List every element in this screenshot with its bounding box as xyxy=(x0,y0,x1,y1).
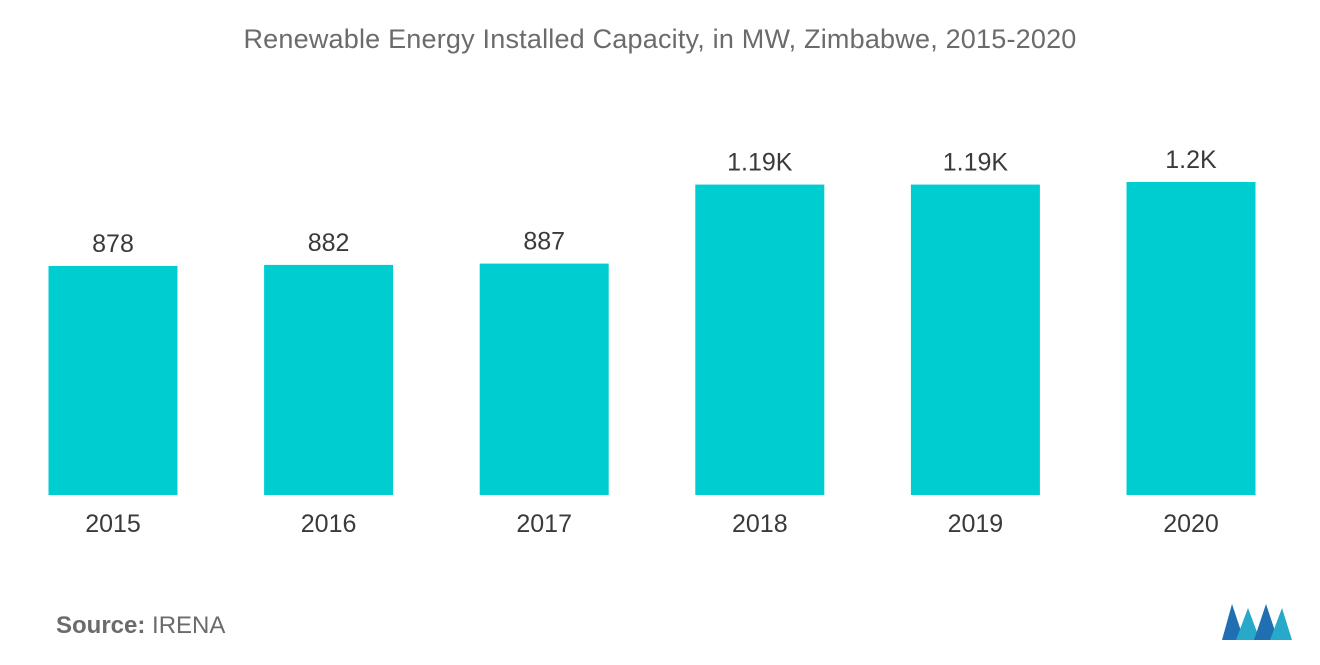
x-tick-label-2020: 2020 xyxy=(1163,510,1219,538)
chart-title: Renewable Energy Installed Capacity, in … xyxy=(243,24,1077,54)
value-label-2016: 882 xyxy=(308,229,350,257)
x-tick-label-2017: 2017 xyxy=(516,510,572,538)
value-label-2017: 887 xyxy=(523,228,565,256)
value-label-2015: 878 xyxy=(92,230,134,258)
value-label-2020: 1.2K xyxy=(1165,146,1217,174)
bars-group xyxy=(48,182,1256,495)
x-tick-label-2018: 2018 xyxy=(732,510,788,538)
value-labels-group: 878 882 887 1.19K 1.19K 1.2K xyxy=(92,146,1217,258)
bar-2018 xyxy=(695,184,825,495)
bar-2020 xyxy=(1126,182,1256,495)
x-tick-label-2019: 2019 xyxy=(948,510,1004,538)
x-tick-label-2016: 2016 xyxy=(301,510,357,538)
mordor-logo-icon xyxy=(1222,604,1292,640)
value-label-2019: 1.19K xyxy=(943,149,1009,177)
bar-2015 xyxy=(48,266,178,495)
source-note: Source: IRENA xyxy=(56,612,225,640)
bar-2017 xyxy=(479,263,609,495)
x-tick-label-2015: 2015 xyxy=(85,510,141,538)
x-tick-labels-group: 2015 2016 2017 2018 2019 2020 xyxy=(85,510,1219,538)
bar-2016 xyxy=(264,264,394,495)
bar-chart: 878 882 887 1.19K 1.19K 1.2K 2015 2016 2017 2018… xyxy=(48,146,1256,538)
source-label: Source: xyxy=(56,612,146,639)
bar-2019 xyxy=(910,184,1040,495)
source-value: IRENA xyxy=(152,612,226,639)
value-label-2018: 1.19K xyxy=(727,149,793,177)
